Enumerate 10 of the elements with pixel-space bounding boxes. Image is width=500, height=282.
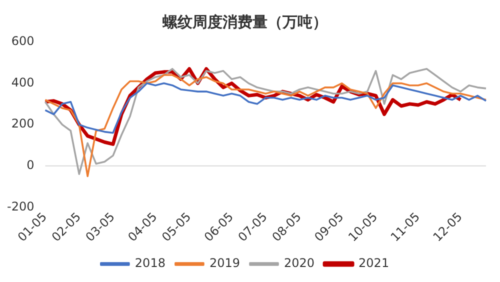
legend-label: 2019 [209, 256, 240, 270]
chart-title: 螺纹周度消费量（万吨） [162, 12, 328, 31]
y-tick-label: 400 [11, 75, 34, 90]
legend-label: 2021 [358, 256, 390, 270]
y-tick-label: 600 [11, 34, 34, 48]
legend-label: 2018 [134, 256, 166, 270]
y-tick-label: -200 [7, 199, 34, 214]
legend-label: 2020 [284, 256, 315, 270]
y-tick-label: 200 [11, 116, 34, 131]
y-tick-label: 0 [26, 158, 34, 172]
